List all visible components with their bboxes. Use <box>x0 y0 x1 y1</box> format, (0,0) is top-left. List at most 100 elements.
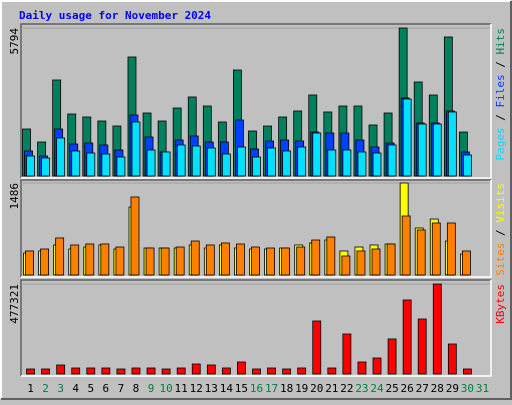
bar <box>131 367 141 375</box>
bar <box>447 343 457 375</box>
bar <box>327 367 337 375</box>
bar <box>191 363 201 375</box>
bar <box>55 237 65 276</box>
bar <box>40 248 49 276</box>
bar <box>447 111 457 177</box>
x-tick-label: 31 <box>476 382 489 395</box>
bar <box>71 367 81 375</box>
bar <box>341 255 351 276</box>
bar <box>282 368 292 375</box>
bar <box>297 146 307 177</box>
x-tick-label: 26 <box>401 382 414 395</box>
bar <box>462 250 471 276</box>
panel-bevel <box>21 280 492 377</box>
x-tick-label: 28 <box>431 382 444 395</box>
bar <box>176 144 186 177</box>
bar <box>70 244 80 276</box>
x-tick-label: 25 <box>385 382 398 395</box>
x-tick-label: 10 <box>159 382 172 395</box>
bar <box>71 150 81 177</box>
legend: Pages / Files / Hits <box>494 28 507 161</box>
x-tick-label: 14 <box>220 382 234 395</box>
x-tick-label: 22 <box>340 382 353 395</box>
bar <box>206 364 216 375</box>
legend-entry: Files <box>494 74 507 107</box>
bar <box>41 368 50 375</box>
bar <box>446 222 456 276</box>
bar <box>342 149 352 177</box>
bar <box>357 361 367 375</box>
bar <box>372 357 382 375</box>
legend-entry: Hits <box>494 28 507 55</box>
legend: KBytes <box>494 284 507 324</box>
panel-bevel <box>20 23 491 178</box>
bar <box>463 154 472 177</box>
bar <box>312 132 322 177</box>
bar <box>146 149 156 177</box>
bar <box>463 368 472 375</box>
legend-separator: / <box>494 223 507 243</box>
bar <box>41 157 50 177</box>
bar <box>145 247 155 276</box>
bar <box>312 320 322 375</box>
bar <box>357 151 367 177</box>
x-tick-label: 30 <box>461 382 474 395</box>
bar <box>86 152 96 177</box>
x-tick-label: 19 <box>295 382 308 395</box>
x-tick-label: 8 <box>133 382 140 395</box>
panel-bevel <box>21 180 492 278</box>
bar <box>417 123 427 177</box>
bar <box>116 368 126 375</box>
y-tick-label: 1486 <box>8 183 21 210</box>
x-tick-label: 1 <box>27 382 34 395</box>
x-tick-label: 4 <box>72 382 79 395</box>
bar <box>267 367 276 375</box>
legend-entry: Visits <box>494 183 507 223</box>
bar <box>176 367 186 375</box>
x-tick-label: 9 <box>148 382 155 395</box>
bar <box>101 153 111 177</box>
bar <box>281 247 291 276</box>
x-tick-label: 5 <box>87 382 94 395</box>
bar <box>161 368 171 375</box>
bar <box>386 243 396 276</box>
x-tick-label: 17 <box>265 382 278 395</box>
bar <box>26 368 35 375</box>
bar <box>130 196 140 276</box>
x-tick-label: 7 <box>118 382 125 395</box>
bar <box>297 367 307 375</box>
legend: Sites / Visits <box>494 183 507 276</box>
bar <box>161 151 171 177</box>
x-tick-label: 2 <box>42 382 49 395</box>
bar <box>252 368 261 375</box>
legend-separator: / <box>494 108 507 128</box>
legend-entry: Sites <box>494 243 507 276</box>
bar <box>266 247 275 276</box>
x-tick-label: 27 <box>416 382 429 395</box>
bar <box>221 367 231 375</box>
bar <box>26 155 35 177</box>
bar <box>25 250 34 276</box>
bar <box>206 147 216 177</box>
bar <box>56 137 66 177</box>
x-tick-label: 11 <box>175 382 188 395</box>
bar <box>221 153 231 177</box>
bar <box>237 361 246 375</box>
bar <box>371 248 381 276</box>
x-tick-label: 15 <box>235 382 248 395</box>
bar <box>267 147 276 177</box>
bar <box>251 246 260 276</box>
bar <box>252 156 261 177</box>
panel-bevel <box>21 24 492 179</box>
x-tick-label: 23 <box>355 382 368 395</box>
bar <box>56 364 66 375</box>
legend-entry: Pages <box>494 127 507 160</box>
x-tick-label: 3 <box>57 382 64 395</box>
bar <box>86 367 96 375</box>
bar <box>220 242 230 276</box>
panel-bevel <box>20 279 491 376</box>
bar <box>342 333 352 375</box>
